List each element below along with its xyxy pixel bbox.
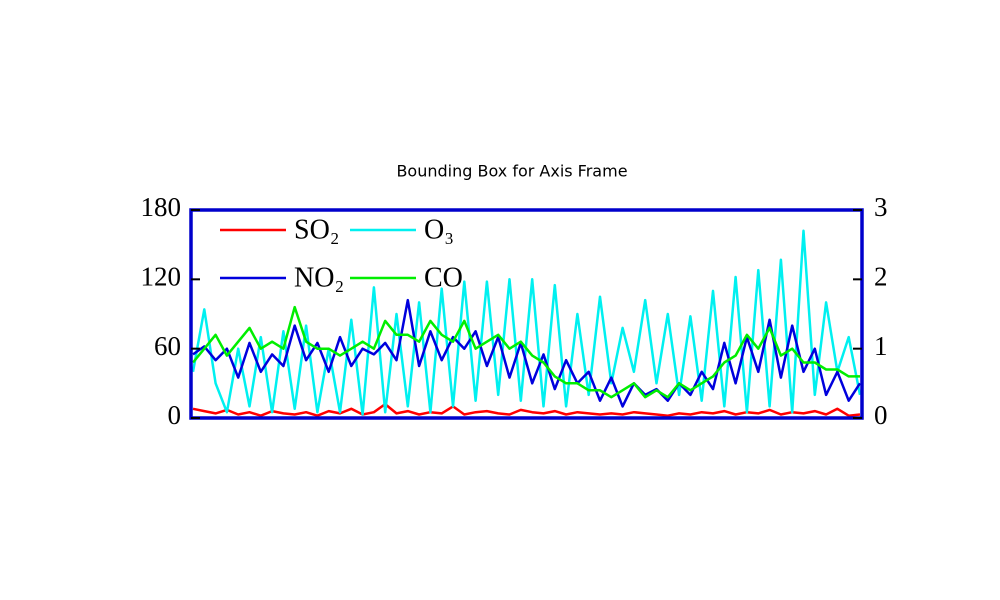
legend-label: O₃ — [424, 214, 454, 245]
y-tick-label: 60 — [154, 331, 181, 361]
series-line — [191, 229, 862, 416]
series-line — [192, 298, 862, 408]
legend-label: CO — [424, 262, 463, 293]
y2-tick-label: 3 — [874, 192, 888, 222]
legend-label: SO₂ — [294, 214, 340, 245]
legend-label: NO₂ — [294, 262, 344, 293]
series-line — [192, 305, 860, 399]
y-tick-label: 0 — [168, 400, 182, 430]
y2-tick-label: 1 — [874, 331, 888, 361]
chart-title: Bounding Box for Axis Frame — [396, 162, 627, 181]
axis-frame — [189, 208, 864, 420]
series-line — [192, 402, 861, 417]
y2-tick-label: 0 — [874, 400, 888, 430]
y2-tick-label: 2 — [874, 262, 888, 292]
y-tick-label: 120 — [141, 262, 182, 292]
y-tick-label: 180 — [141, 192, 182, 222]
